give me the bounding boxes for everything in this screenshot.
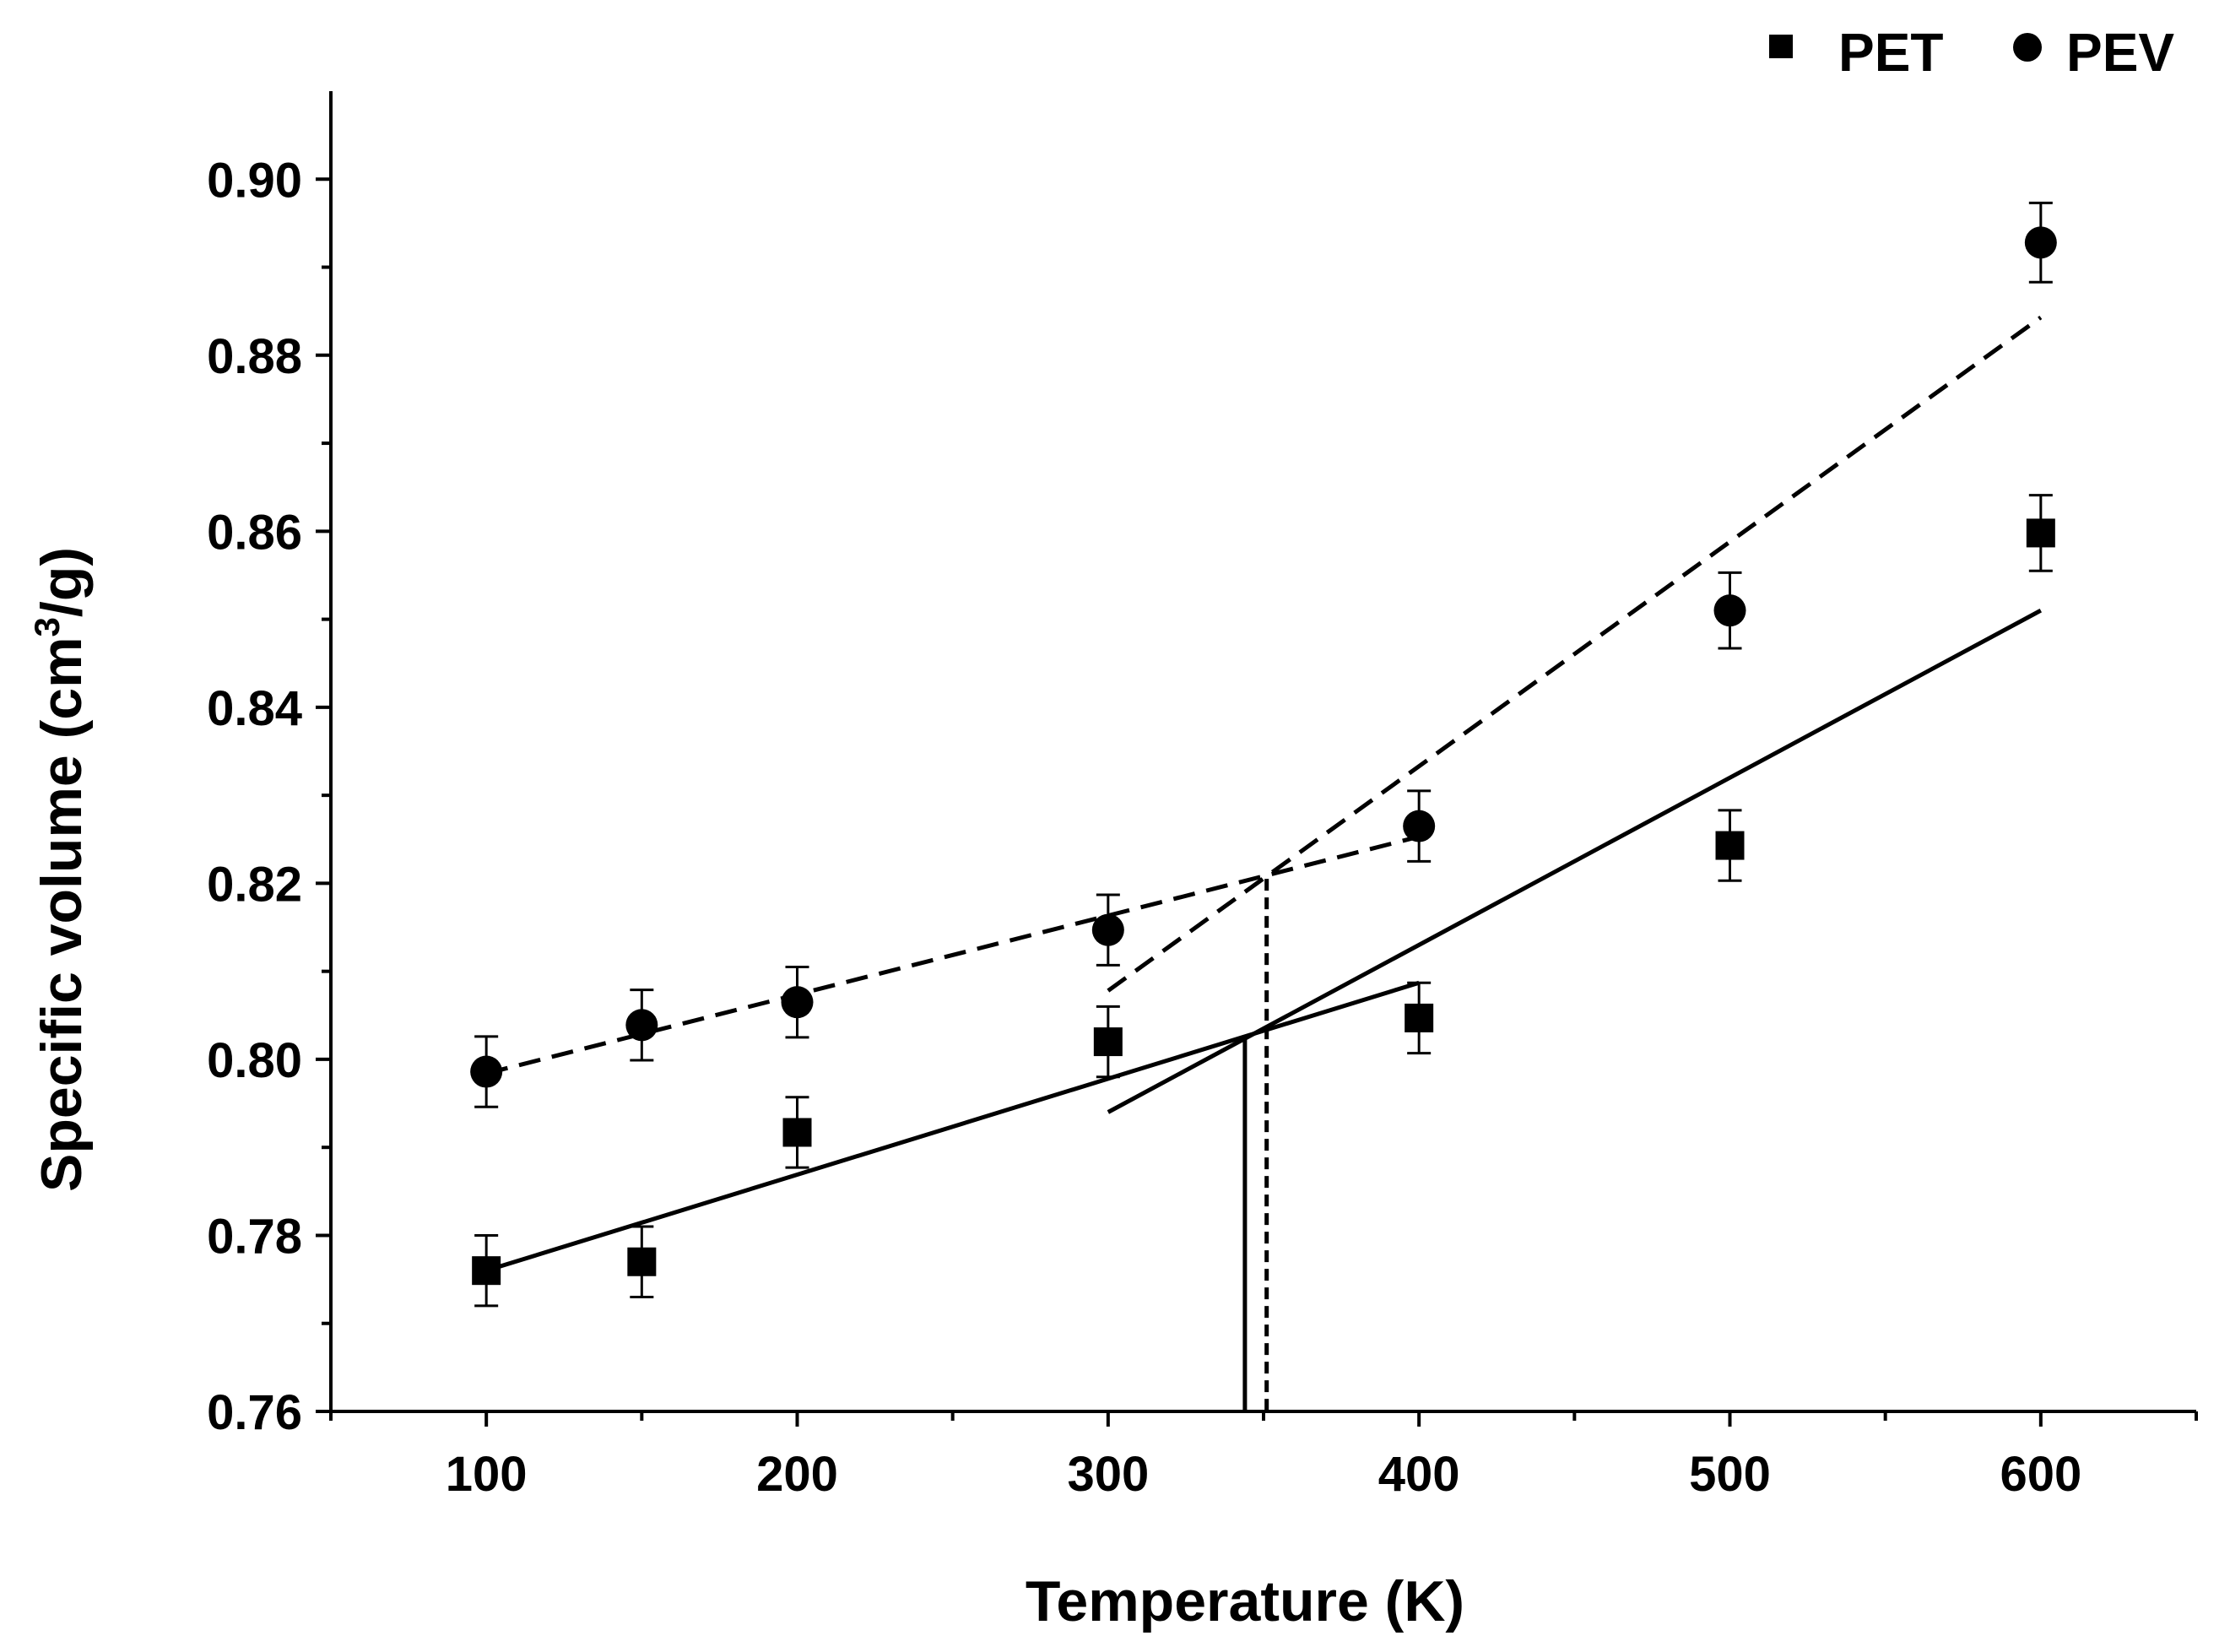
data-markers bbox=[470, 226, 2057, 1286]
y-tick-label: 0.78 bbox=[207, 1209, 302, 1264]
data-point-pev bbox=[1091, 913, 1124, 946]
x-tick-label: 400 bbox=[1378, 1447, 1460, 1502]
y-tick-label: 0.86 bbox=[207, 505, 302, 560]
y-axis-title: Specific volume (cm3/g) bbox=[27, 547, 94, 1192]
data-point-pet bbox=[1093, 1027, 1123, 1057]
y-tick-label: 0.88 bbox=[207, 329, 302, 384]
fit-lines bbox=[485, 315, 2043, 1273]
x-tick-label: 100 bbox=[446, 1447, 528, 1502]
axis-ticks: 100 200 300 400 500 600 0.76 0.78 0.80 0.82 0.84 0.… bbox=[207, 153, 2198, 1502]
y-tick-label: 0.80 bbox=[207, 1033, 302, 1088]
legend-marker-pet bbox=[1769, 35, 1793, 58]
y-axis-title-main: Specific volume (cm bbox=[30, 636, 94, 1192]
data-point-pet bbox=[1715, 831, 1745, 860]
y-axis-title-unit: /g) bbox=[30, 547, 94, 617]
fit-line-pev-fit-low bbox=[485, 834, 1420, 1076]
fit-line-pet-fit-high bbox=[1107, 608, 2043, 1114]
data-point-pet bbox=[472, 1256, 501, 1286]
y-tick-label: 0.90 bbox=[207, 153, 302, 208]
data-point-pev bbox=[781, 986, 814, 1019]
error-bars bbox=[474, 201, 2053, 1308]
y-tick-label: 0.82 bbox=[207, 857, 302, 912]
transition-lines bbox=[1242, 879, 1269, 1411]
data-point-pev bbox=[625, 1009, 658, 1042]
x-tick-label: 200 bbox=[756, 1447, 838, 1502]
x-tick-label: 500 bbox=[1689, 1447, 1771, 1502]
axes-frame bbox=[329, 91, 2196, 1413]
y-tick-label: 0.76 bbox=[207, 1385, 302, 1440]
x-tick-label: 300 bbox=[1067, 1447, 1149, 1502]
data-point-pet bbox=[1405, 1003, 1434, 1032]
data-point-pev bbox=[2024, 226, 2057, 259]
fit-line-pev-fit-high bbox=[1107, 315, 2043, 993]
data-point-pet bbox=[627, 1247, 657, 1276]
legend-label-pet: PET bbox=[1838, 22, 1943, 83]
y-axis-title-superscript: 3 bbox=[27, 617, 67, 636]
data-point-pet bbox=[782, 1118, 812, 1147]
data-point-pev bbox=[470, 1055, 503, 1088]
x-axis-title: Temperature (K) bbox=[1026, 1569, 1464, 1633]
x-tick-label: 600 bbox=[2000, 1447, 2081, 1502]
legend: PET PEV bbox=[1769, 22, 2174, 83]
data-point-pet bbox=[2026, 518, 2055, 548]
data-point-pev bbox=[1403, 810, 1436, 842]
legend-marker-pev bbox=[2013, 33, 2042, 62]
y-tick-label: 0.84 bbox=[207, 681, 302, 736]
legend-label-pev: PEV bbox=[2066, 22, 2174, 83]
data-point-pev bbox=[1713, 594, 1746, 627]
